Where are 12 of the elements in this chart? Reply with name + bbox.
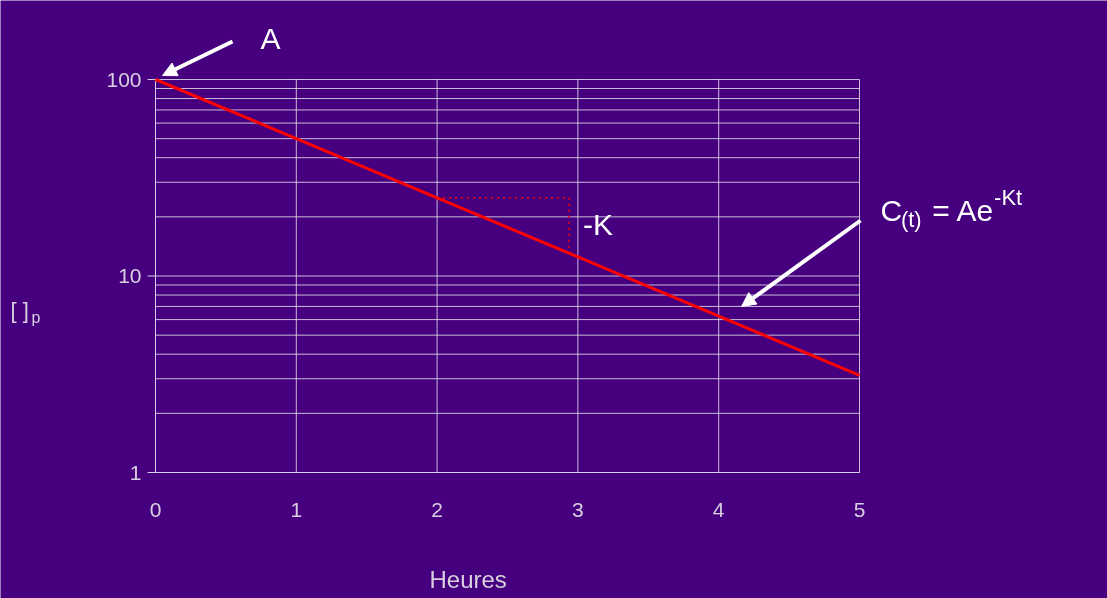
x-tick-label: 3 [572, 497, 584, 521]
x-tick-label: 2 [431, 497, 443, 521]
y-tick-label: 100 [106, 67, 142, 91]
x-tick-label: 0 [149, 497, 162, 521]
x-tick-label: 1 [290, 497, 303, 521]
x-tick-label: 4 [712, 497, 725, 521]
y-tick-label: 1 [129, 460, 142, 484]
x-axis-title: Heures [429, 565, 507, 593]
annotation: -K [583, 208, 614, 242]
x-tick-label: 5 [853, 497, 866, 521]
annotation: A [260, 22, 281, 55]
y-tick-label: 10 [118, 264, 142, 287]
